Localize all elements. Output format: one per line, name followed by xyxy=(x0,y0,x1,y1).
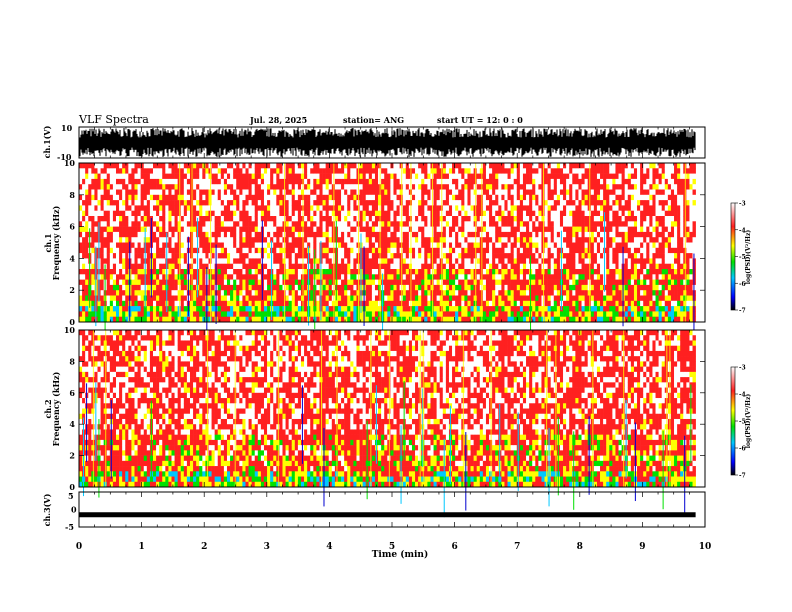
time-tick-label: 4 xyxy=(326,542,332,552)
frequency-tick-label: 10 xyxy=(64,325,76,335)
frequency-tick-label: 4 xyxy=(69,419,75,429)
ch3-line-panel: 0 5 -5 ch.3(V) xyxy=(42,491,705,532)
colorbar-tick-label: -7 xyxy=(739,308,746,315)
frequency-tick-label: 8 xyxy=(69,356,75,366)
ch3-ytick-top: 5 xyxy=(68,491,74,501)
time-tick-label: 3 xyxy=(264,542,270,552)
time-tick-label: 7 xyxy=(514,542,520,552)
ch3-volt-ylabel: ch.3(V) xyxy=(42,493,52,526)
ch1-volt-ylabel: ch.1(V) xyxy=(42,125,52,158)
colorbar-tick-label: -3 xyxy=(739,365,746,372)
frequency-tick-label: 2 xyxy=(69,451,75,461)
ch1-colorbar: -3-4-5-6-7 log(PSD)(V²/Hz) xyxy=(731,201,752,315)
frequency-tick-label: 10 xyxy=(64,158,76,168)
ch1-ytick-top: 10 xyxy=(61,123,73,133)
figure-title: VLF Spectra xyxy=(78,113,149,126)
ch3-ytick-middle: 0 xyxy=(71,505,77,515)
ch2-spectrogram-image xyxy=(79,330,705,517)
date-label: Jul. 28, 2025 xyxy=(249,115,307,125)
ch3-ytick-bottom: -5 xyxy=(65,522,74,532)
ch1-waveform-trace xyxy=(80,128,695,157)
ch2-colorbar-label: log(PSD)(V²/Hz) xyxy=(745,394,752,449)
ch1-spectrogram-image xyxy=(79,163,705,353)
frequency-tick-label: 6 xyxy=(69,222,75,232)
ch1-colorbar-label: log(PSD)(V²/Hz) xyxy=(745,230,752,285)
station-label: station= ANG xyxy=(343,115,404,125)
time-tick-label: 2 xyxy=(201,542,207,552)
time-tick-label: 1 xyxy=(138,542,144,552)
time-tick-label: 9 xyxy=(639,542,645,552)
time-tick-label: 0 xyxy=(76,542,82,552)
ch2-spec-ylabel-freq: Frequency (kHz) xyxy=(51,371,61,446)
frequency-tick-label: 6 xyxy=(69,388,75,398)
ch1-waveform-panel: 10 -10 ch.1(V) xyxy=(42,123,705,162)
ch2-colorbar: -3-4-5-6-7 log(PSD)(V²/Hz) xyxy=(731,365,752,480)
time-tick-label: 6 xyxy=(451,542,457,552)
ch1-spec-ylabel-freq: Frequency (kHz) xyxy=(51,205,61,280)
time-tick-label: 10 xyxy=(699,542,712,552)
start-time-label: start UT = 12: 0 : 0 xyxy=(437,115,523,125)
colorbar-tick-label: -3 xyxy=(739,201,746,208)
frequency-tick-label: 4 xyxy=(69,253,75,263)
colorbar-tick-label: -7 xyxy=(739,473,746,480)
frequency-tick-label: 8 xyxy=(69,190,75,200)
frequency-tick-label: 2 xyxy=(69,285,75,295)
time-axis-label: Time (min) xyxy=(372,549,429,560)
time-tick-label: 8 xyxy=(577,542,583,552)
